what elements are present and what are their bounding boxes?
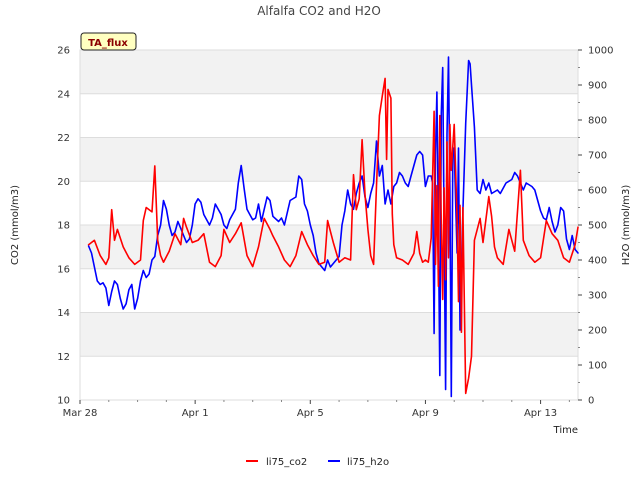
right-tick-label: 0 — [588, 396, 594, 407]
legend-label-co2: li75_co2 — [266, 457, 307, 468]
ta-flux-badge: TA_flux — [80, 32, 137, 51]
right-tick-label: 500 — [588, 221, 607, 232]
legend: li75_co2 li75_h2o — [246, 457, 389, 468]
right-tick-label: 600 — [588, 186, 607, 197]
series-line-li75_co2 — [87, 77, 579, 395]
x-axis-title: Time — [553, 425, 578, 436]
right-tick-label: 300 — [588, 291, 607, 302]
x-tick-label: Apr 13 — [524, 408, 557, 419]
background-band — [80, 137, 578, 182]
legend-label-h2o: li75_h2o — [347, 457, 389, 468]
left-tick-label: 10 — [57, 396, 70, 407]
left-tick-label: 16 — [57, 264, 70, 275]
right-tick-label: 100 — [588, 361, 607, 372]
left-tick-label: 20 — [57, 177, 70, 188]
left-tick-label: 18 — [57, 221, 70, 232]
chart-title: Alfalfa CO2 and H2O — [257, 4, 381, 18]
right-tick-label: 200 — [588, 326, 607, 337]
series-layer — [87, 56, 579, 398]
left-tick-label: 12 — [57, 352, 70, 363]
right-tick-label: 1000 — [588, 46, 613, 57]
x-tick-label: Apr 1 — [182, 408, 209, 419]
right-tick-label: 400 — [588, 256, 607, 267]
x-tick-label: Apr 9 — [412, 408, 439, 419]
y-axis-right-title: H2O (mmol/m3) — [621, 185, 632, 266]
left-tick-label: 14 — [57, 308, 70, 319]
right-tick-label: 700 — [588, 151, 607, 162]
left-tick-label: 24 — [57, 89, 70, 100]
left-tick-label: 26 — [57, 46, 70, 57]
background-band — [80, 312, 578, 357]
badge-label: TA_flux — [88, 38, 128, 49]
x-axis: Mar 28 Apr 1 Apr 5 Apr 9 Apr 13 — [63, 400, 570, 419]
x-tick-label: Apr 5 — [297, 408, 324, 419]
badge-box — [80, 32, 137, 51]
right-tick-label: 900 — [588, 81, 607, 92]
y-axis-left-title: CO2 (mmol/m3) — [10, 185, 21, 265]
left-tick-label: 22 — [57, 133, 70, 144]
x-tick-label: Mar 28 — [63, 408, 98, 419]
right-tick-label: 800 — [588, 116, 607, 127]
background-bands — [80, 50, 578, 357]
background-band — [80, 50, 578, 94]
right-axis: 0 100 200 300 400 500 600 700 800 900 1000 — [578, 46, 613, 407]
left-axis: 10 12 14 16 18 20 22 24 26 — [57, 46, 70, 407]
